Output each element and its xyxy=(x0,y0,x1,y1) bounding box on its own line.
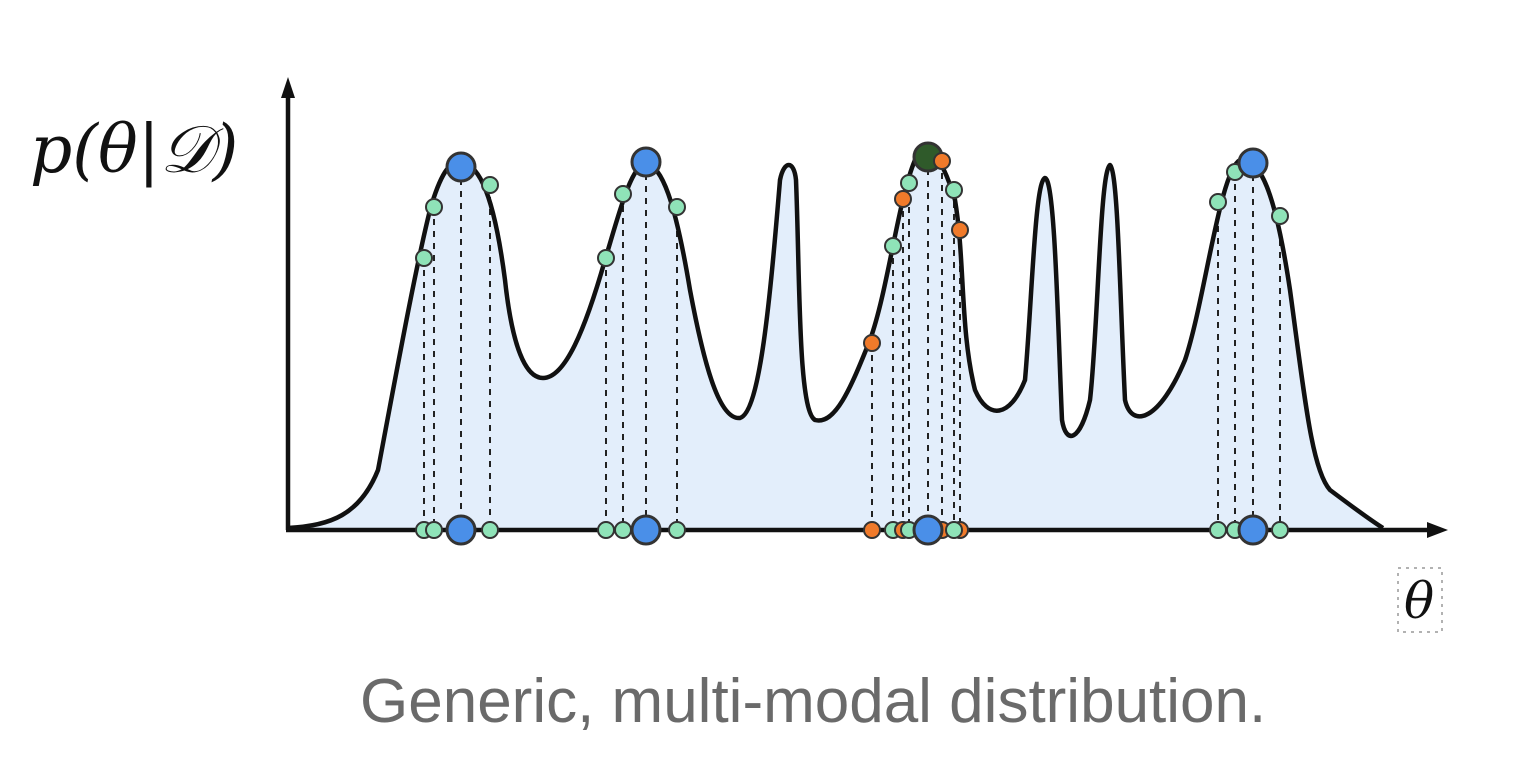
green-sample-marker xyxy=(1271,207,1289,225)
green-axis-marker xyxy=(614,521,632,539)
green-axis-marker xyxy=(597,521,615,539)
green-axis-marker xyxy=(668,521,686,539)
sample-projection-lines xyxy=(423,157,1281,530)
green-axis-marker xyxy=(481,521,499,539)
green-sample-marker xyxy=(614,185,632,203)
blue-axis-marker xyxy=(1237,514,1269,546)
blue-sample-marker xyxy=(445,151,477,183)
green-sample-marker xyxy=(884,237,902,255)
x-axis-label: θ xyxy=(1404,572,1434,630)
curve-samples xyxy=(415,141,1289,352)
green-sample-marker xyxy=(945,181,963,199)
blue-sample-marker xyxy=(630,146,662,178)
green-axis-marker xyxy=(945,521,963,539)
orange-sample-marker xyxy=(933,152,951,170)
blue-axis-marker xyxy=(445,514,477,546)
green-sample-marker xyxy=(415,249,433,267)
green-axis-marker xyxy=(425,521,443,539)
y-axis-arrowhead xyxy=(281,77,295,98)
blue-axis-marker xyxy=(912,514,944,546)
axis-samples xyxy=(415,514,1289,546)
density-fill xyxy=(288,150,1383,529)
figure-caption: Generic, multi-modal distribution. xyxy=(360,667,1266,736)
green-sample-marker xyxy=(425,198,443,216)
orange-sample-marker xyxy=(894,190,912,208)
blue-sample-marker xyxy=(1237,147,1269,179)
green-sample-marker xyxy=(1209,193,1227,211)
blue-axis-marker xyxy=(630,514,662,546)
green-sample-marker xyxy=(900,174,918,192)
orange-axis-marker xyxy=(863,521,881,539)
green-sample-marker xyxy=(597,249,615,267)
green-axis-marker xyxy=(1271,521,1289,539)
x-axis-label-box xyxy=(1397,567,1443,633)
orange-sample-marker xyxy=(863,334,881,352)
y-axis-label: p(θ|𝒟) xyxy=(30,111,238,188)
x-axis-arrowhead xyxy=(1427,522,1448,538)
green-sample-marker xyxy=(668,198,686,216)
green-sample-marker xyxy=(481,176,499,194)
green-axis-marker xyxy=(1209,521,1227,539)
orange-sample-marker xyxy=(951,221,969,239)
